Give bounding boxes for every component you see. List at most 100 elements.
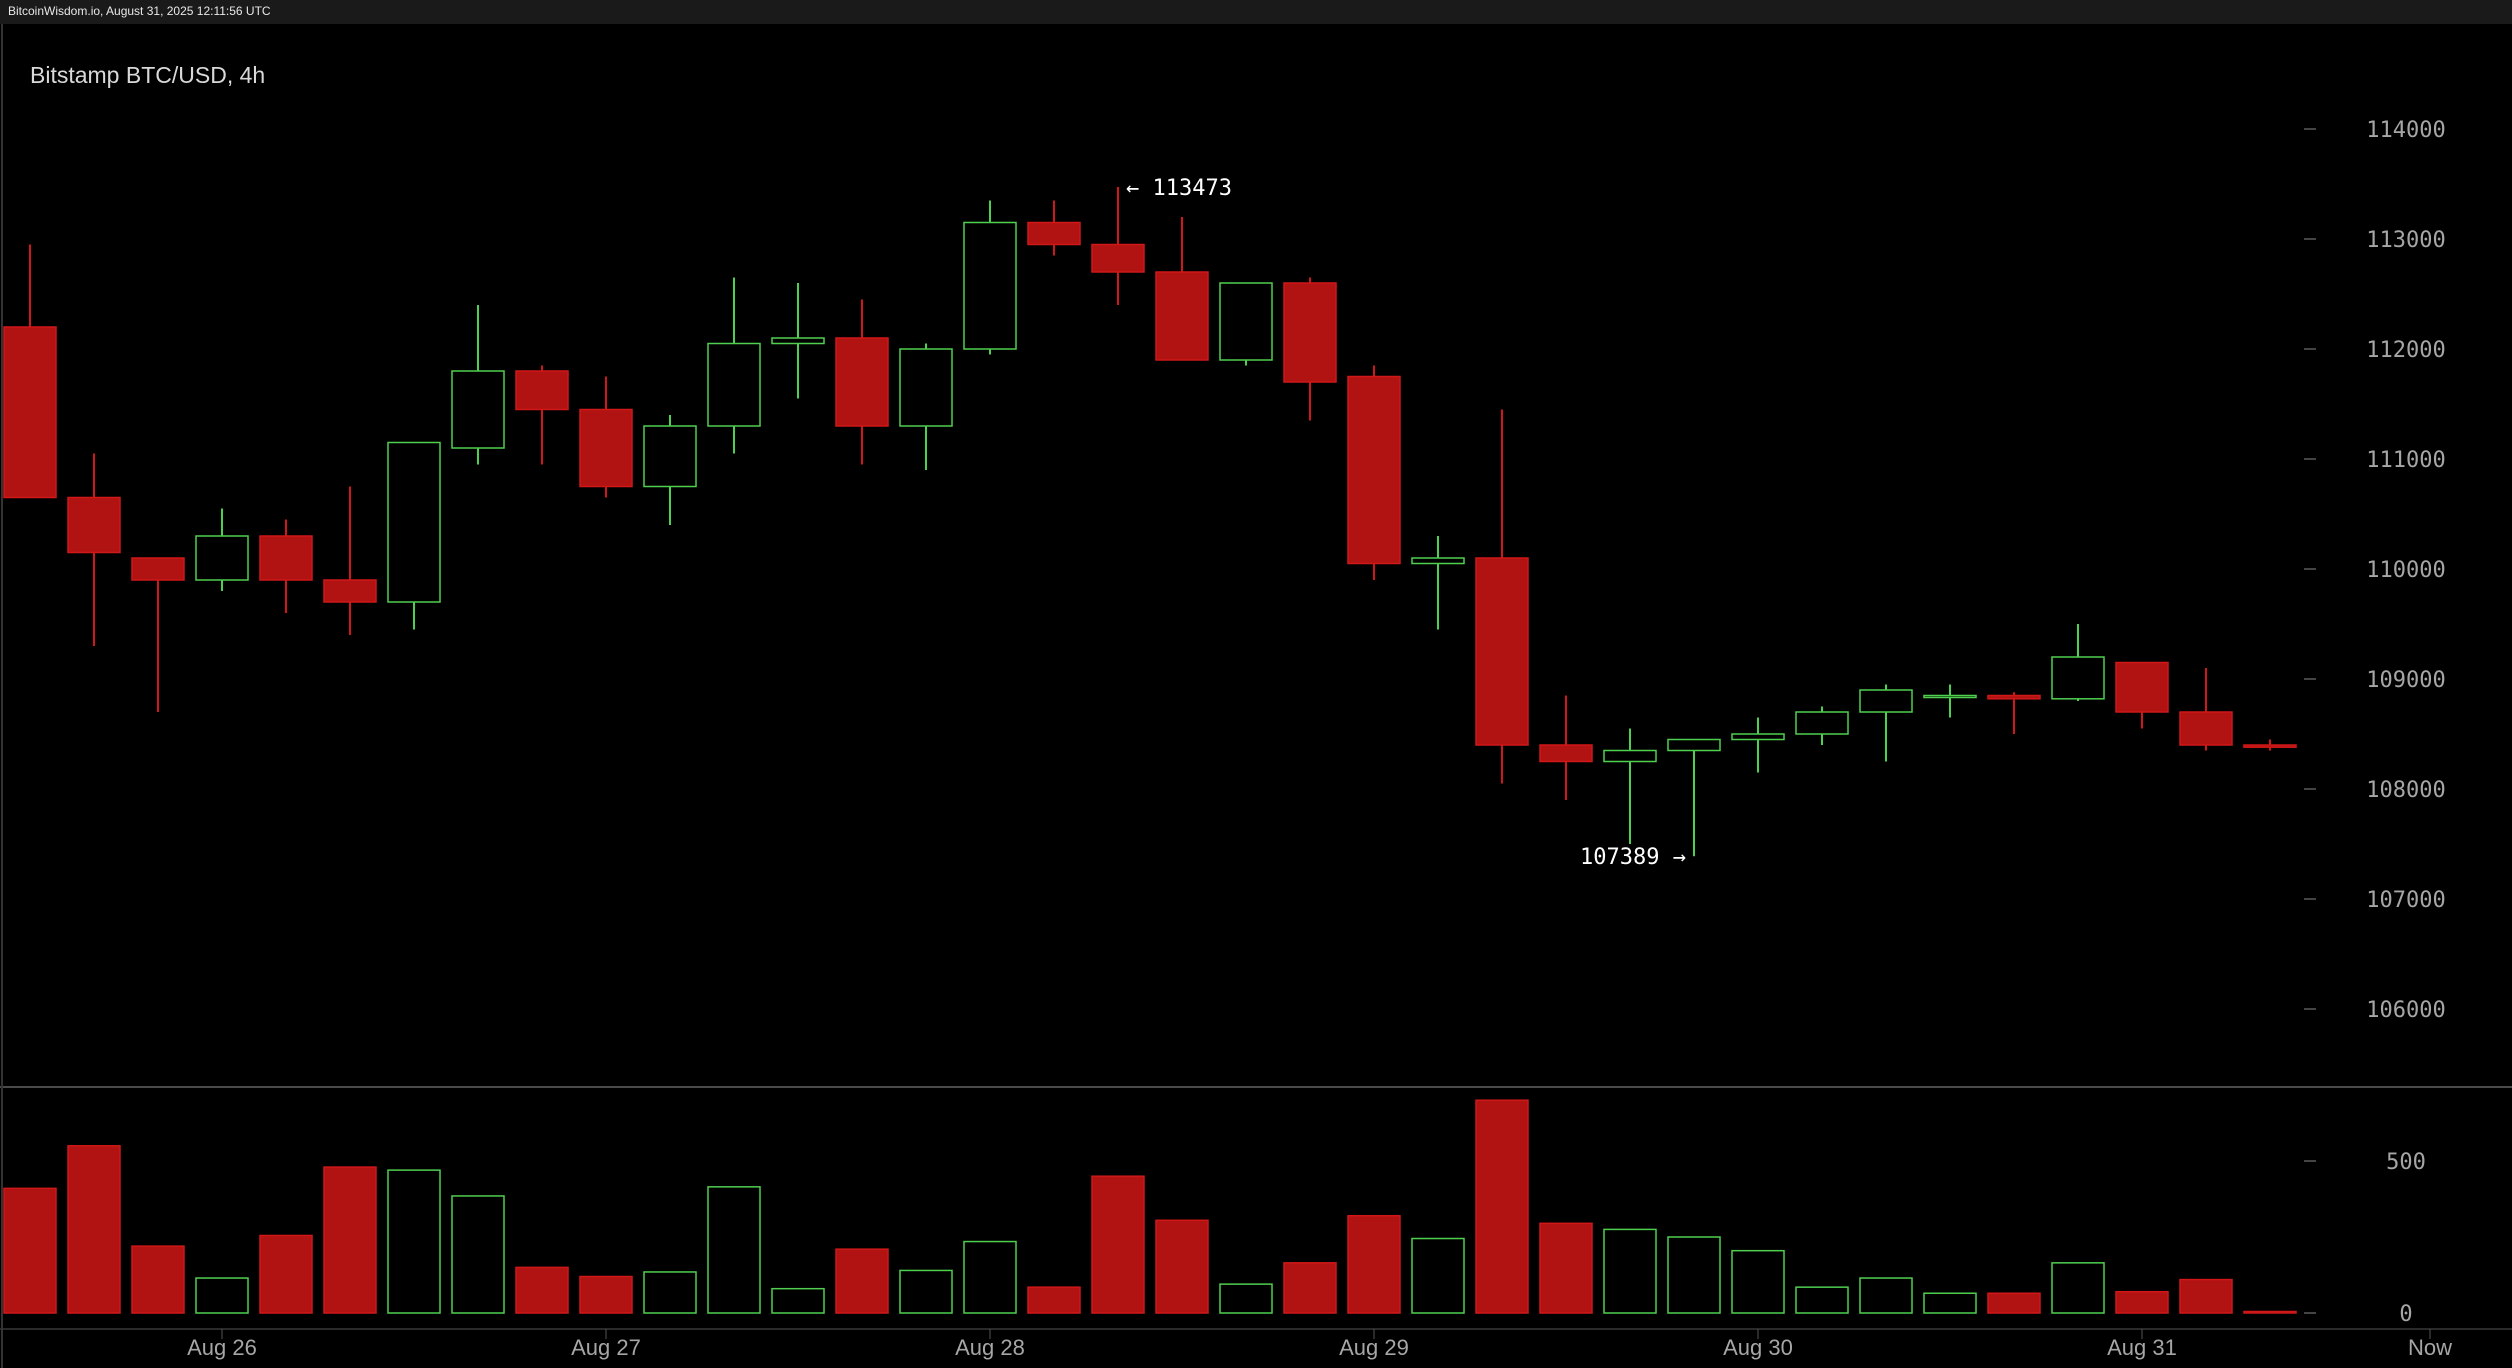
volume-bar: [835, 1248, 889, 1314]
volume-bar: [451, 1195, 505, 1314]
candle: [131, 557, 185, 712]
volume-bar: [1347, 1214, 1401, 1314]
candle: [1283, 277, 1337, 421]
candle: [1411, 536, 1465, 630]
candle: [1667, 738, 1721, 857]
candle-body: [1859, 689, 1913, 713]
price-axis: 114000 113000 112000 111000 110000 109000 1080…: [2304, 118, 2446, 1023]
price-tick-label: 108000: [2366, 778, 2445, 803]
volume-bar: [515, 1266, 569, 1314]
candle: [579, 376, 633, 498]
time-tick-label: Aug 28: [955, 1335, 1025, 1360]
volume-bar: [387, 1169, 441, 1314]
candle: [67, 453, 121, 646]
candle-body: [643, 425, 697, 488]
volume-bar: [67, 1145, 121, 1314]
candles: [3, 186, 2297, 857]
volume-bar: [2115, 1290, 2169, 1314]
candle: [2179, 668, 2233, 751]
time-axis: Aug 26 Aug 27 Aug 28 Aug 29 Aug 30 Aug 31 Now: [187, 1329, 2452, 1360]
candle: [515, 365, 569, 465]
candle-body: [835, 337, 889, 427]
candle-body: [1731, 733, 1785, 741]
volume-bar: [771, 1287, 825, 1314]
candle-body: [1475, 557, 1529, 746]
candle: [1539, 695, 1593, 800]
price-tick-label: 111000: [2366, 448, 2445, 473]
watermark: BitcoinWisdom.io, August 31, 2025 12:11:…: [8, 4, 271, 18]
volume-bar: [963, 1240, 1017, 1314]
candle: [1475, 409, 1529, 784]
volume-bar: [707, 1186, 761, 1314]
time-tick-label: Aug 27: [571, 1335, 641, 1360]
candle-body: [195, 535, 249, 581]
candle: [1027, 200, 1081, 256]
volume-bar: [1731, 1249, 1785, 1314]
time-tick-label: Aug 29: [1339, 1335, 1409, 1360]
candle-body: [579, 408, 633, 488]
volume-bar: [1667, 1236, 1721, 1314]
volume-bar: [1219, 1283, 1273, 1314]
candle-body: [1603, 749, 1657, 763]
candle-body: [1091, 243, 1145, 273]
candle-body: [1987, 694, 2041, 700]
candle-body: [2243, 744, 2297, 748]
candle-body: [963, 221, 1017, 350]
volume-bar: [3, 1187, 57, 1314]
volume-bar: [1795, 1286, 1849, 1314]
candle: [963, 200, 1017, 355]
chart-panel: Bitstamp BTC/USD, 4h 114000 113000 112000 1…: [0, 24, 2512, 1368]
candle-body: [2115, 661, 2169, 713]
candle-body: [67, 496, 121, 554]
candle: [195, 508, 249, 591]
candle-body: [1667, 738, 1721, 752]
time-tick-label: Aug 26: [187, 1335, 257, 1360]
price-annotations: ← 113473 107389 →: [1126, 176, 1686, 870]
price-tick-label: 110000: [2366, 558, 2445, 583]
price-tick-label: 107000: [2366, 888, 2445, 913]
candle-body: [1347, 375, 1401, 565]
time-tick-label: Aug 30: [1723, 1335, 1793, 1360]
candle-body: [1283, 282, 1337, 383]
volume-bar: [1411, 1237, 1465, 1314]
volume-bar: [899, 1269, 953, 1314]
candle: [1091, 186, 1145, 305]
volume-tick-label: 0: [2399, 1302, 2412, 1327]
volume-bar: [195, 1277, 249, 1314]
candle: [1923, 684, 1977, 718]
candle-body: [771, 337, 825, 345]
candle: [1859, 684, 1913, 762]
price-annotation: 107389 →: [1580, 845, 1686, 870]
candle: [1987, 692, 2041, 734]
volume-bars: [3, 1099, 2297, 1314]
volume-bar: [2179, 1278, 2233, 1314]
candle-body: [323, 579, 377, 603]
volume-bar: [1283, 1262, 1337, 1314]
candle-body: [2051, 656, 2105, 700]
volume-bar: [2243, 1310, 2297, 1314]
candle-body: [1923, 694, 1977, 699]
candle: [1795, 706, 1849, 745]
candle: [2115, 661, 2169, 729]
candle-body: [1795, 711, 1849, 735]
candlestick-chart: 114000 113000 112000 111000 110000 109000 1080…: [0, 24, 2512, 1368]
candle: [259, 519, 313, 613]
candle: [1731, 717, 1785, 773]
candle: [707, 277, 761, 454]
candle: [1219, 282, 1273, 366]
volume-bar: [1475, 1099, 1529, 1314]
volume-bar: [1923, 1292, 1977, 1314]
volume-axis: 500 0: [2304, 1150, 2426, 1327]
candle-body: [1027, 221, 1081, 246]
time-tick-label: Now: [2408, 1335, 2452, 1360]
volume-bar: [1539, 1222, 1593, 1314]
volume-bar: [1027, 1286, 1081, 1314]
volume-bar: [1987, 1292, 2041, 1314]
volume-bar: [579, 1275, 633, 1314]
volume-bar: [131, 1245, 185, 1314]
candle: [1155, 217, 1209, 361]
candle-body: [451, 370, 505, 449]
header-bar: BitcoinWisdom.io, August 31, 2025 12:11:…: [0, 0, 2512, 24]
candle-body: [1411, 557, 1465, 565]
candle-body: [131, 557, 185, 581]
